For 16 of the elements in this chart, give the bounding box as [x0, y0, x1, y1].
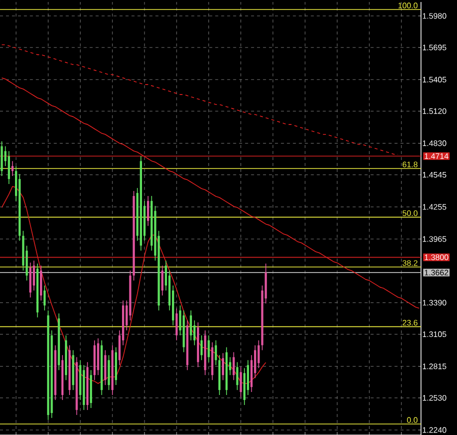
candlestick [11, 160, 14, 176]
candlestick [222, 352, 224, 380]
candlestick [190, 310, 192, 341]
candlestick [208, 334, 210, 363]
candlestick [44, 285, 46, 311]
candlestick [214, 340, 217, 366]
candlestick [240, 366, 242, 398]
candlestick [147, 196, 150, 226]
candlestick [258, 340, 260, 369]
candlestick [161, 265, 164, 296]
candlestick [176, 308, 178, 341]
candlestick [232, 352, 235, 380]
candlestick [200, 334, 203, 361]
candlestick [8, 150, 10, 184]
candlestick [32, 260, 35, 291]
candlestick [236, 362, 238, 390]
